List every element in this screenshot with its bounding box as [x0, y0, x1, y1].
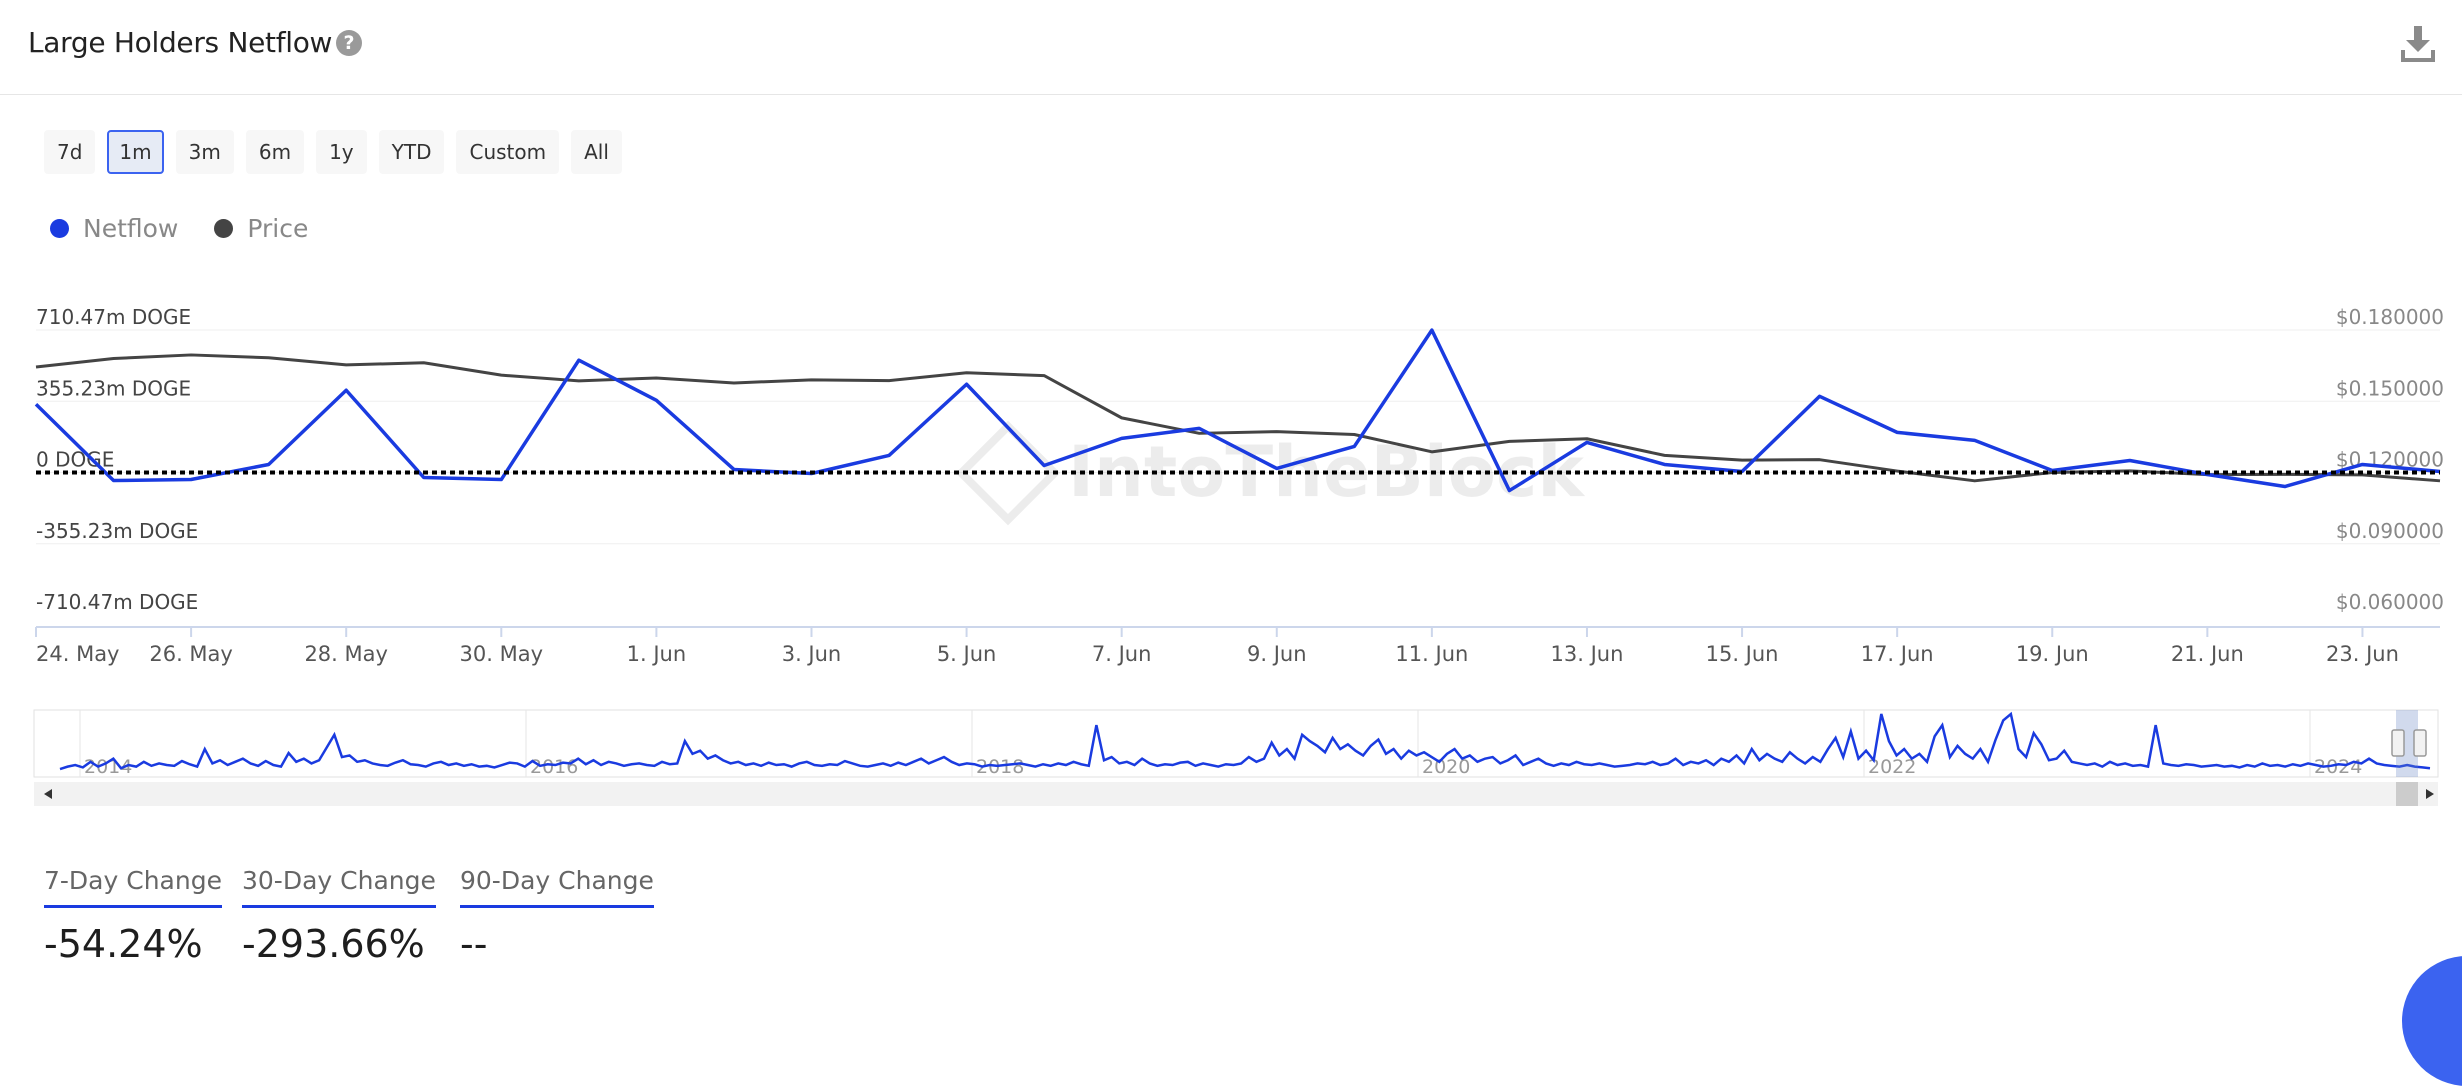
x-tick-label: 21. Jun — [2171, 642, 2244, 666]
x-tick-label: 30. May — [460, 642, 544, 666]
series-line-netflow — [34, 328, 2441, 493]
y-left-tick-label: 710.47m DOGE — [36, 305, 191, 329]
change-30d[interactable]: 30-Day Change -293.66% — [242, 866, 436, 966]
navigator-year-label: 2016 — [530, 756, 578, 778]
navigator-frame — [33, 709, 2439, 778]
help-icon[interactable]: ? — [336, 30, 362, 56]
range-button-all[interactable]: All — [571, 130, 622, 174]
x-tick-label: 26. May — [149, 642, 233, 666]
legend-item-netflow[interactable]: Netflow — [50, 214, 178, 243]
y-right-tick-label: $0.150000 — [2336, 376, 2444, 400]
legend-dot-price — [214, 219, 234, 238]
scroll-left-arrow-icon[interactable] — [44, 789, 52, 799]
download-icon[interactable] — [2400, 24, 2436, 64]
change-90d[interactable]: 90-Day Change -- — [460, 866, 654, 966]
x-tick-label: 23. Jun — [2326, 642, 2399, 666]
legend-dot-netflow — [50, 219, 69, 238]
y-right-tick-label: $0.090000 — [2336, 519, 2444, 543]
change-value-7d: -54.24% — [44, 922, 203, 966]
navigator-handle-left[interactable] — [2391, 729, 2405, 757]
legend-label-netflow: Netflow — [83, 214, 179, 243]
change-label-90d: 90-Day Change — [460, 866, 654, 908]
legend-label-price: Price — [247, 214, 309, 243]
navigator-handle-right[interactable] — [2413, 729, 2427, 757]
x-tick-label: 17. Jun — [1861, 642, 1934, 666]
x-tick-label: 7. Jun — [1092, 642, 1152, 666]
x-tick-label: 9. Jun — [1247, 642, 1307, 666]
chart-navigator[interactable]: 2014 2016 2018 2020 2022 2024 — [0, 700, 2462, 815]
x-tick-label: 3. Jun — [782, 642, 842, 666]
navigator-year-label: 2018 — [976, 756, 1024, 778]
legend-item-price[interactable]: Price — [214, 214, 308, 243]
netflow-chart: 710.47m DOGE $0.180000 355.23m DOGE $0.1500… — [34, 305, 2444, 666]
x-tick-label: 15. Jun — [1706, 642, 1779, 666]
scroll-right-arrow-icon[interactable] — [2426, 789, 2434, 799]
range-button-6m[interactable]: 6m — [245, 130, 305, 174]
y-right-tick-label: $0.060000 — [2336, 590, 2444, 614]
range-button-7d[interactable]: 7d — [44, 130, 96, 174]
time-range-selector: 7d 1m 3m 6m 1y YTD Custom All — [44, 130, 622, 174]
y-left-tick-label: 355.23m DOGE — [36, 376, 191, 400]
change-value-30d: -293.66% — [242, 922, 425, 966]
x-tick-label: 5. Jun — [937, 642, 997, 666]
y-left-tick-label: -355.23m DOGE — [36, 519, 198, 543]
navigator-year-label: 2020 — [1422, 756, 1470, 778]
page-title: Large Holders Netflow — [28, 26, 333, 59]
change-label-7d: 7-Day Change — [44, 866, 222, 908]
range-button-1y[interactable]: 1y — [316, 130, 367, 174]
y-left-tick-label: -710.47m DOGE — [36, 590, 198, 614]
change-value-90d: -- — [460, 922, 488, 966]
navigator-selection — [2396, 710, 2418, 777]
range-button-3m[interactable]: 3m — [175, 130, 234, 174]
x-tick-label: 28. May — [304, 642, 388, 666]
range-button-custom[interactable]: Custom — [456, 130, 560, 174]
chat-launcher-button[interactable] — [2402, 956, 2462, 1086]
range-button-1m[interactable]: 1m — [107, 130, 164, 174]
x-tick-label: 13. Jun — [1551, 642, 1624, 666]
x-tick-label: 11. Jun — [1395, 642, 1468, 666]
y-right-tick-label: $0.180000 — [2336, 305, 2444, 329]
x-tick-label: 24. May — [36, 642, 120, 666]
x-tick-label: 1. Jun — [627, 642, 687, 666]
navigator-year-label: 2014 — [84, 756, 132, 778]
chart-legend: Netflow Price — [50, 214, 308, 243]
scrollbar-thumb[interactable] — [2396, 782, 2418, 806]
widget-header: Large Holders Netflow ? — [0, 0, 2462, 95]
navigator-series — [59, 711, 2431, 771]
series-line-price — [35, 353, 2441, 483]
range-button-ytd[interactable]: YTD — [378, 130, 445, 174]
navigator-year-label: 2022 — [1868, 756, 1916, 778]
change-label-30d: 30-Day Change — [242, 866, 436, 908]
navigator-year-label: 2024 — [2314, 756, 2362, 778]
x-tick-label: 19. Jun — [2016, 642, 2089, 666]
navigator-scrollbar[interactable] — [34, 782, 2438, 806]
change-7d[interactable]: 7-Day Change -54.24% — [44, 866, 222, 966]
